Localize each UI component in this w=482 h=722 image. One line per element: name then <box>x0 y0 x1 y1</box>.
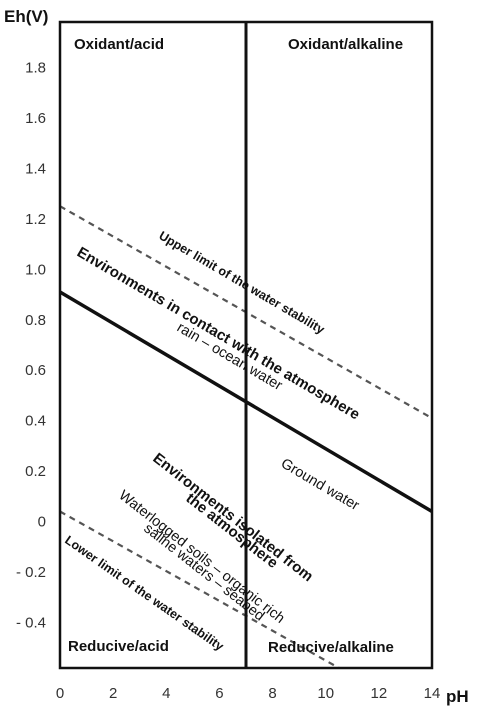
y-tick-label: 1.8 <box>25 59 46 76</box>
x-tick-label: 12 <box>371 685 388 702</box>
label-oxidant-acid: Oxidant/acid <box>74 36 164 53</box>
y-tick-label: 0.6 <box>25 362 46 379</box>
y-tick-labels: 1.8 1.6 1.4 1.2 1.0 0.8 0.6 0.4 0.2 0 - 0.2 - 0.4 <box>16 59 46 631</box>
label-reducive-acid: Reducive/acid <box>68 638 169 655</box>
lower-limit-line <box>59 510 340 669</box>
y-tick-label: 0.2 <box>25 463 46 480</box>
y-tick-label: 0.4 <box>25 413 46 430</box>
x-axis-title: pH <box>446 687 469 706</box>
y-tick-label: - 0.2 <box>16 564 46 581</box>
y-tick-label: - 0.4 <box>16 615 46 632</box>
x-tick-label: 4 <box>162 685 170 702</box>
x-tick-label: 2 <box>109 685 117 702</box>
y-tick-label: 1.6 <box>25 110 46 127</box>
y-axis-title: Eh(V) <box>4 7 48 26</box>
x-tick-label: 8 <box>268 685 276 702</box>
y-tick-label: 0.8 <box>25 312 46 329</box>
y-tick-label: 1.0 <box>25 261 46 278</box>
x-tick-label: 6 <box>215 685 223 702</box>
label-oxidant-alkaline: Oxidant/alkaline <box>288 36 403 53</box>
y-tick-label: 1.2 <box>25 211 46 228</box>
label-reducive-alkaline: Reducive/alkaline <box>268 639 394 656</box>
y-tick-label: 0 <box>38 514 46 531</box>
plot-frame <box>58 20 434 670</box>
x-tick-label: 10 <box>317 685 334 702</box>
x-tick-label: 14 <box>424 685 441 702</box>
x-tick-labels: 0 2 4 6 8 10 12 14 <box>56 685 441 702</box>
x-tick-label: 0 <box>56 685 64 702</box>
y-tick-label: 1.4 <box>25 160 46 177</box>
